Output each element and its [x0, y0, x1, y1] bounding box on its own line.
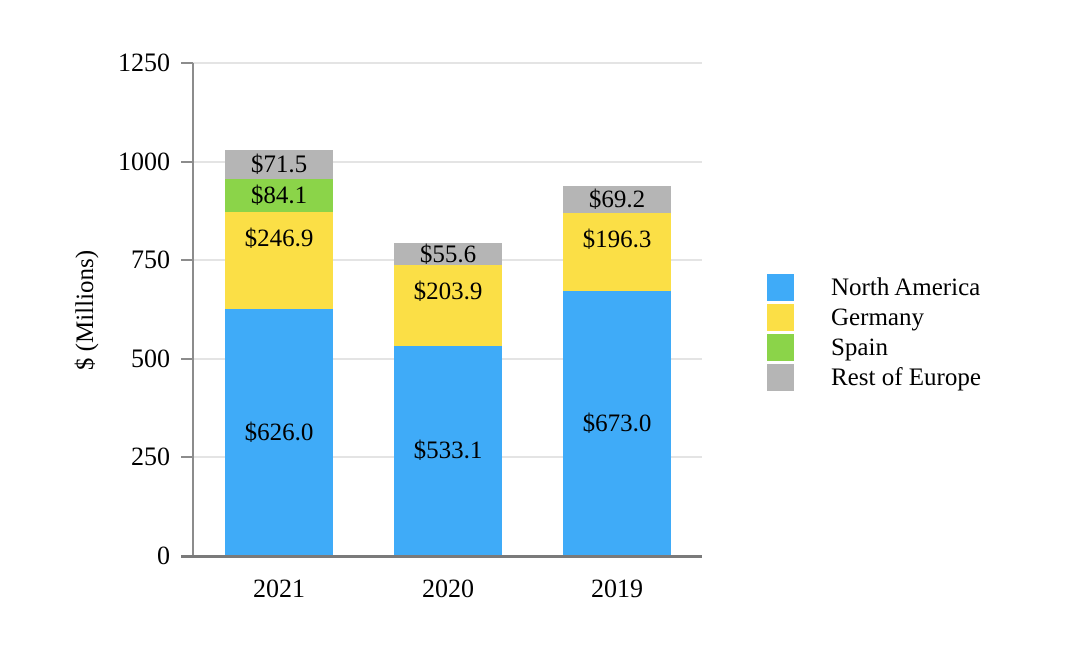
bar-segment-north-america: $533.1: [394, 345, 502, 556]
legend-item-north-america: North America: [767, 274, 981, 301]
segment-value-label: $533.1: [413, 437, 483, 465]
y-tick-mark: [181, 456, 193, 459]
y-tick-label: 1000: [118, 146, 170, 176]
segment-value-label: $71.5: [250, 150, 308, 178]
legend-label-spain: Spain: [831, 334, 888, 361]
legend-swatch-rest-of-europe: [767, 364, 794, 391]
y-tick-label: 250: [131, 442, 170, 472]
legend-swatch-north-america: [767, 274, 794, 301]
legend-label-rest-of-europe: Rest of Europe: [831, 364, 981, 391]
bar-segment-germany: $246.9: [225, 211, 333, 310]
legend-label-germany: Germany: [831, 304, 925, 331]
bar-segment-north-america: $673.0: [563, 290, 671, 556]
legend-swatch-germany: [767, 304, 794, 331]
segment-value-label: $196.3: [582, 226, 652, 254]
bar-segment-rest-of-europe: $71.5: [225, 150, 333, 179]
x-axis-label-2021: 2021: [253, 574, 305, 603]
legend-item-germany: Germany: [767, 304, 981, 331]
y-tick-label: 500: [131, 343, 170, 373]
y-tick-label: 750: [131, 245, 170, 275]
segment-value-label: $69.2: [588, 185, 646, 213]
y-axis-line: [192, 63, 194, 556]
segment-value-label: $84.1: [250, 181, 308, 209]
bar-segment-north-america: $626.0: [225, 309, 333, 556]
y-tick-mark: [181, 259, 193, 262]
legend-item-rest-of-europe: Rest of Europe: [767, 364, 981, 391]
legend-item-spain: Spain: [767, 334, 981, 361]
bar-2021: $71.5 $84.1 $246.9 $626.0: [225, 150, 333, 556]
bar-segment-rest-of-europe: $69.2: [563, 185, 671, 214]
segment-value-label: $203.9: [413, 278, 483, 306]
bar-segment-germany: $203.9: [394, 265, 502, 346]
bar-2019: $69.2 $196.3 $673.0: [563, 185, 671, 556]
x-axis-label-2019: 2019: [591, 574, 643, 603]
segment-value-label: $673.0: [582, 409, 652, 437]
segment-value-label: $55.6: [419, 240, 477, 268]
y-tick-mark: [181, 357, 193, 360]
y-tick-label: 1250: [118, 48, 170, 77]
segment-value-label: $246.9: [244, 224, 314, 252]
legend-label-north-america: North America: [831, 274, 981, 301]
segment-value-label: $626.0: [244, 419, 314, 447]
x-axis-line: [181, 555, 702, 558]
y-tick-mark: [181, 62, 193, 64]
legend-swatch-spain: [767, 334, 794, 361]
legend: North America Germany Spain Rest of Europe: [767, 274, 981, 391]
bar-segment-rest-of-europe: $55.6: [394, 240, 502, 268]
gridline: [193, 160, 702, 163]
bar-segment-spain: $84.1: [225, 178, 333, 212]
bar-2020: $55.6 $203.9 $533.1: [394, 240, 502, 556]
gridline: [193, 62, 702, 64]
y-tick-label: 0: [157, 541, 170, 570]
bar-segment-germany: $196.3: [563, 213, 671, 291]
x-axis-label-2020: 2020: [422, 574, 474, 603]
y-tick-mark: [181, 160, 193, 163]
